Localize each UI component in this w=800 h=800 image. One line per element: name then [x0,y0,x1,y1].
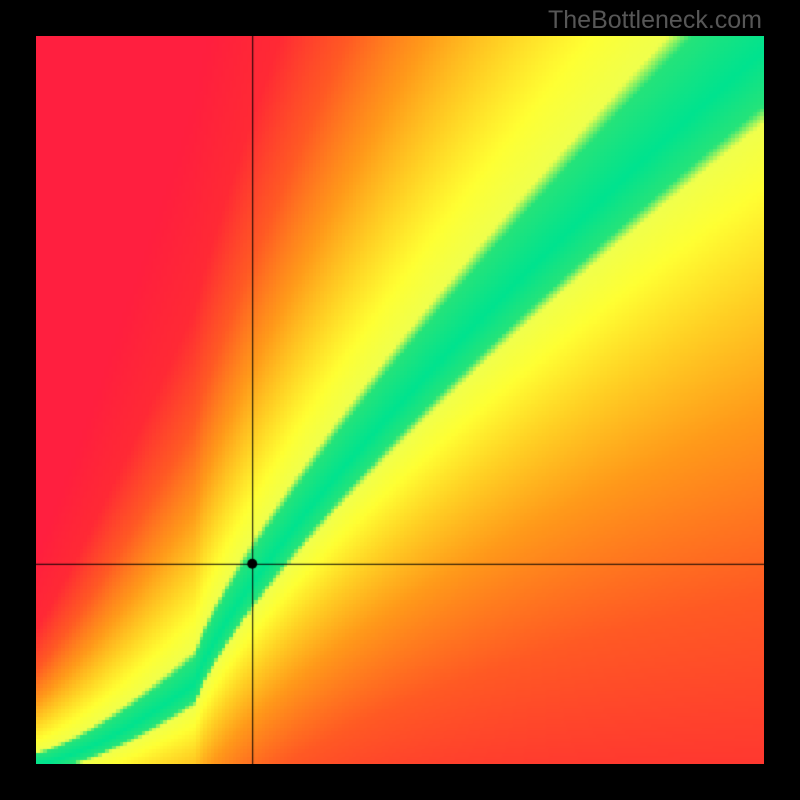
watermark-text: TheBottleneck.com [548,6,762,35]
heatmap-canvas [36,36,764,764]
image-root: TheBottleneck.com [0,0,800,800]
plot-area [36,36,764,764]
